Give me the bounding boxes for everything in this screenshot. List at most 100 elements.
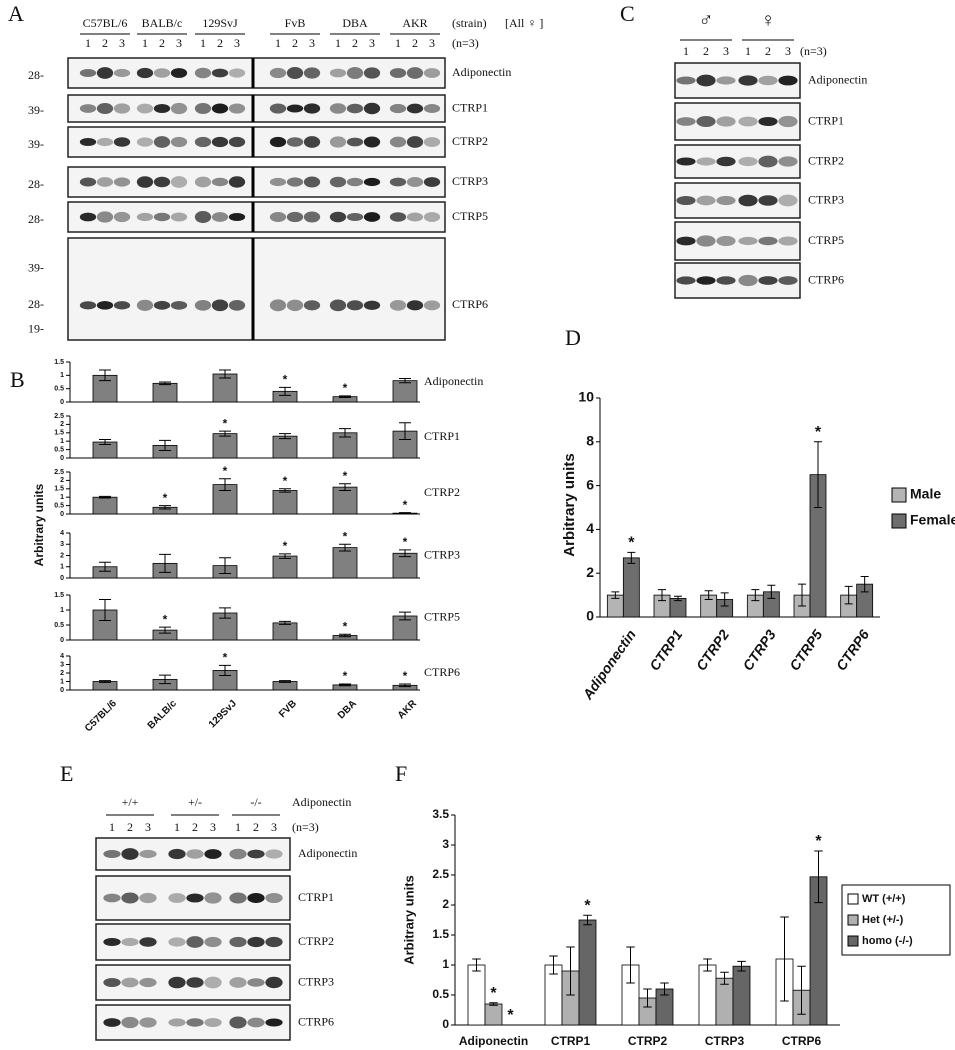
band [286,177,304,187]
band [265,892,283,904]
band [168,848,186,860]
legend-swatch [847,893,859,905]
error-bar [339,428,351,438]
error-bar [339,683,351,687]
band [211,299,229,312]
band [228,299,246,311]
y-axis-label: Arbitrary units [401,875,416,965]
error-bar [99,680,111,683]
band [265,976,283,989]
band [103,977,121,988]
band [329,136,347,148]
lane-number: 1 [683,44,689,58]
blot-frame [67,57,446,89]
band [121,977,139,988]
error-bar [159,439,171,451]
band [346,67,364,79]
band [247,978,265,987]
error-bar [399,549,411,558]
band [96,177,114,187]
y-tick-label: 1.5 [54,592,64,599]
protein-label: CTRP3 [452,174,488,188]
y-tick-label: 3 [442,837,449,851]
band [406,300,424,311]
y-tick-label: 0 [60,399,64,406]
band [96,211,114,223]
band [204,976,222,989]
lane-number: 2 [192,820,198,834]
bar [212,433,238,459]
significance-star: * [584,897,591,914]
mw-marker: 28- [28,297,44,311]
error-bar [489,1002,498,1006]
x-tick-label: DBA [336,698,359,721]
protein-label: Adiponectin [808,72,867,86]
band [153,300,171,310]
sex-symbol: ♂ [699,10,714,32]
band [139,1017,157,1028]
genotype-label: +/+ [122,795,139,809]
lane-number: 3 [210,820,216,834]
x-tick-label: CTRP3 [705,1034,745,1048]
band [229,848,247,860]
band [186,1018,204,1027]
band [170,102,188,115]
y-axis-label: Arbitrary units [32,483,46,566]
band [79,137,97,147]
x-tick-label: AKR [396,698,420,722]
band [676,276,696,285]
significance-star: * [343,619,348,633]
y-tick-label: 10 [578,389,594,405]
band [153,176,171,188]
band [716,76,736,85]
error-bar [279,488,291,493]
protein-label: CTRP6 [452,297,488,311]
legend-frame [841,884,951,956]
gene-label: Adiponectin [292,795,351,809]
band [136,103,154,114]
error-bar [797,965,806,1015]
error-bar [99,599,111,621]
y-tick-label: 1 [60,372,64,379]
error-bar [627,551,636,564]
band [186,849,204,859]
mw-marker: 39- [28,103,44,117]
legend-label: Male [910,486,941,502]
band [228,68,246,78]
band [96,103,114,114]
blot-frame [67,94,446,123]
error-bar [658,589,666,602]
band [738,156,758,167]
band [346,212,364,222]
error-bar [399,378,411,384]
band [389,103,407,114]
lane-number: 2 [352,36,358,50]
band [96,137,114,147]
band [716,235,736,247]
significance-star: * [223,464,228,478]
error-bar [279,620,291,625]
bar [715,977,734,1026]
error-bar [549,955,558,975]
band [778,236,798,246]
n-note: (n=3) [800,44,827,58]
band [738,194,758,207]
significance-star: * [343,469,348,483]
strain-label: AKR [402,16,427,30]
y-tick-label: 2 [60,670,64,677]
band [778,156,798,167]
bar [392,380,418,403]
band [329,103,347,114]
band [423,300,441,311]
y-tick-label: 1.5 [432,927,449,941]
y-tick-label: 0.5 [54,446,64,453]
band [139,937,157,947]
error-bar [814,850,823,904]
band [363,102,381,115]
band [136,176,154,188]
band [228,212,246,222]
band [211,177,229,187]
protein-label: CTRP1 [298,890,334,904]
band [168,976,186,989]
